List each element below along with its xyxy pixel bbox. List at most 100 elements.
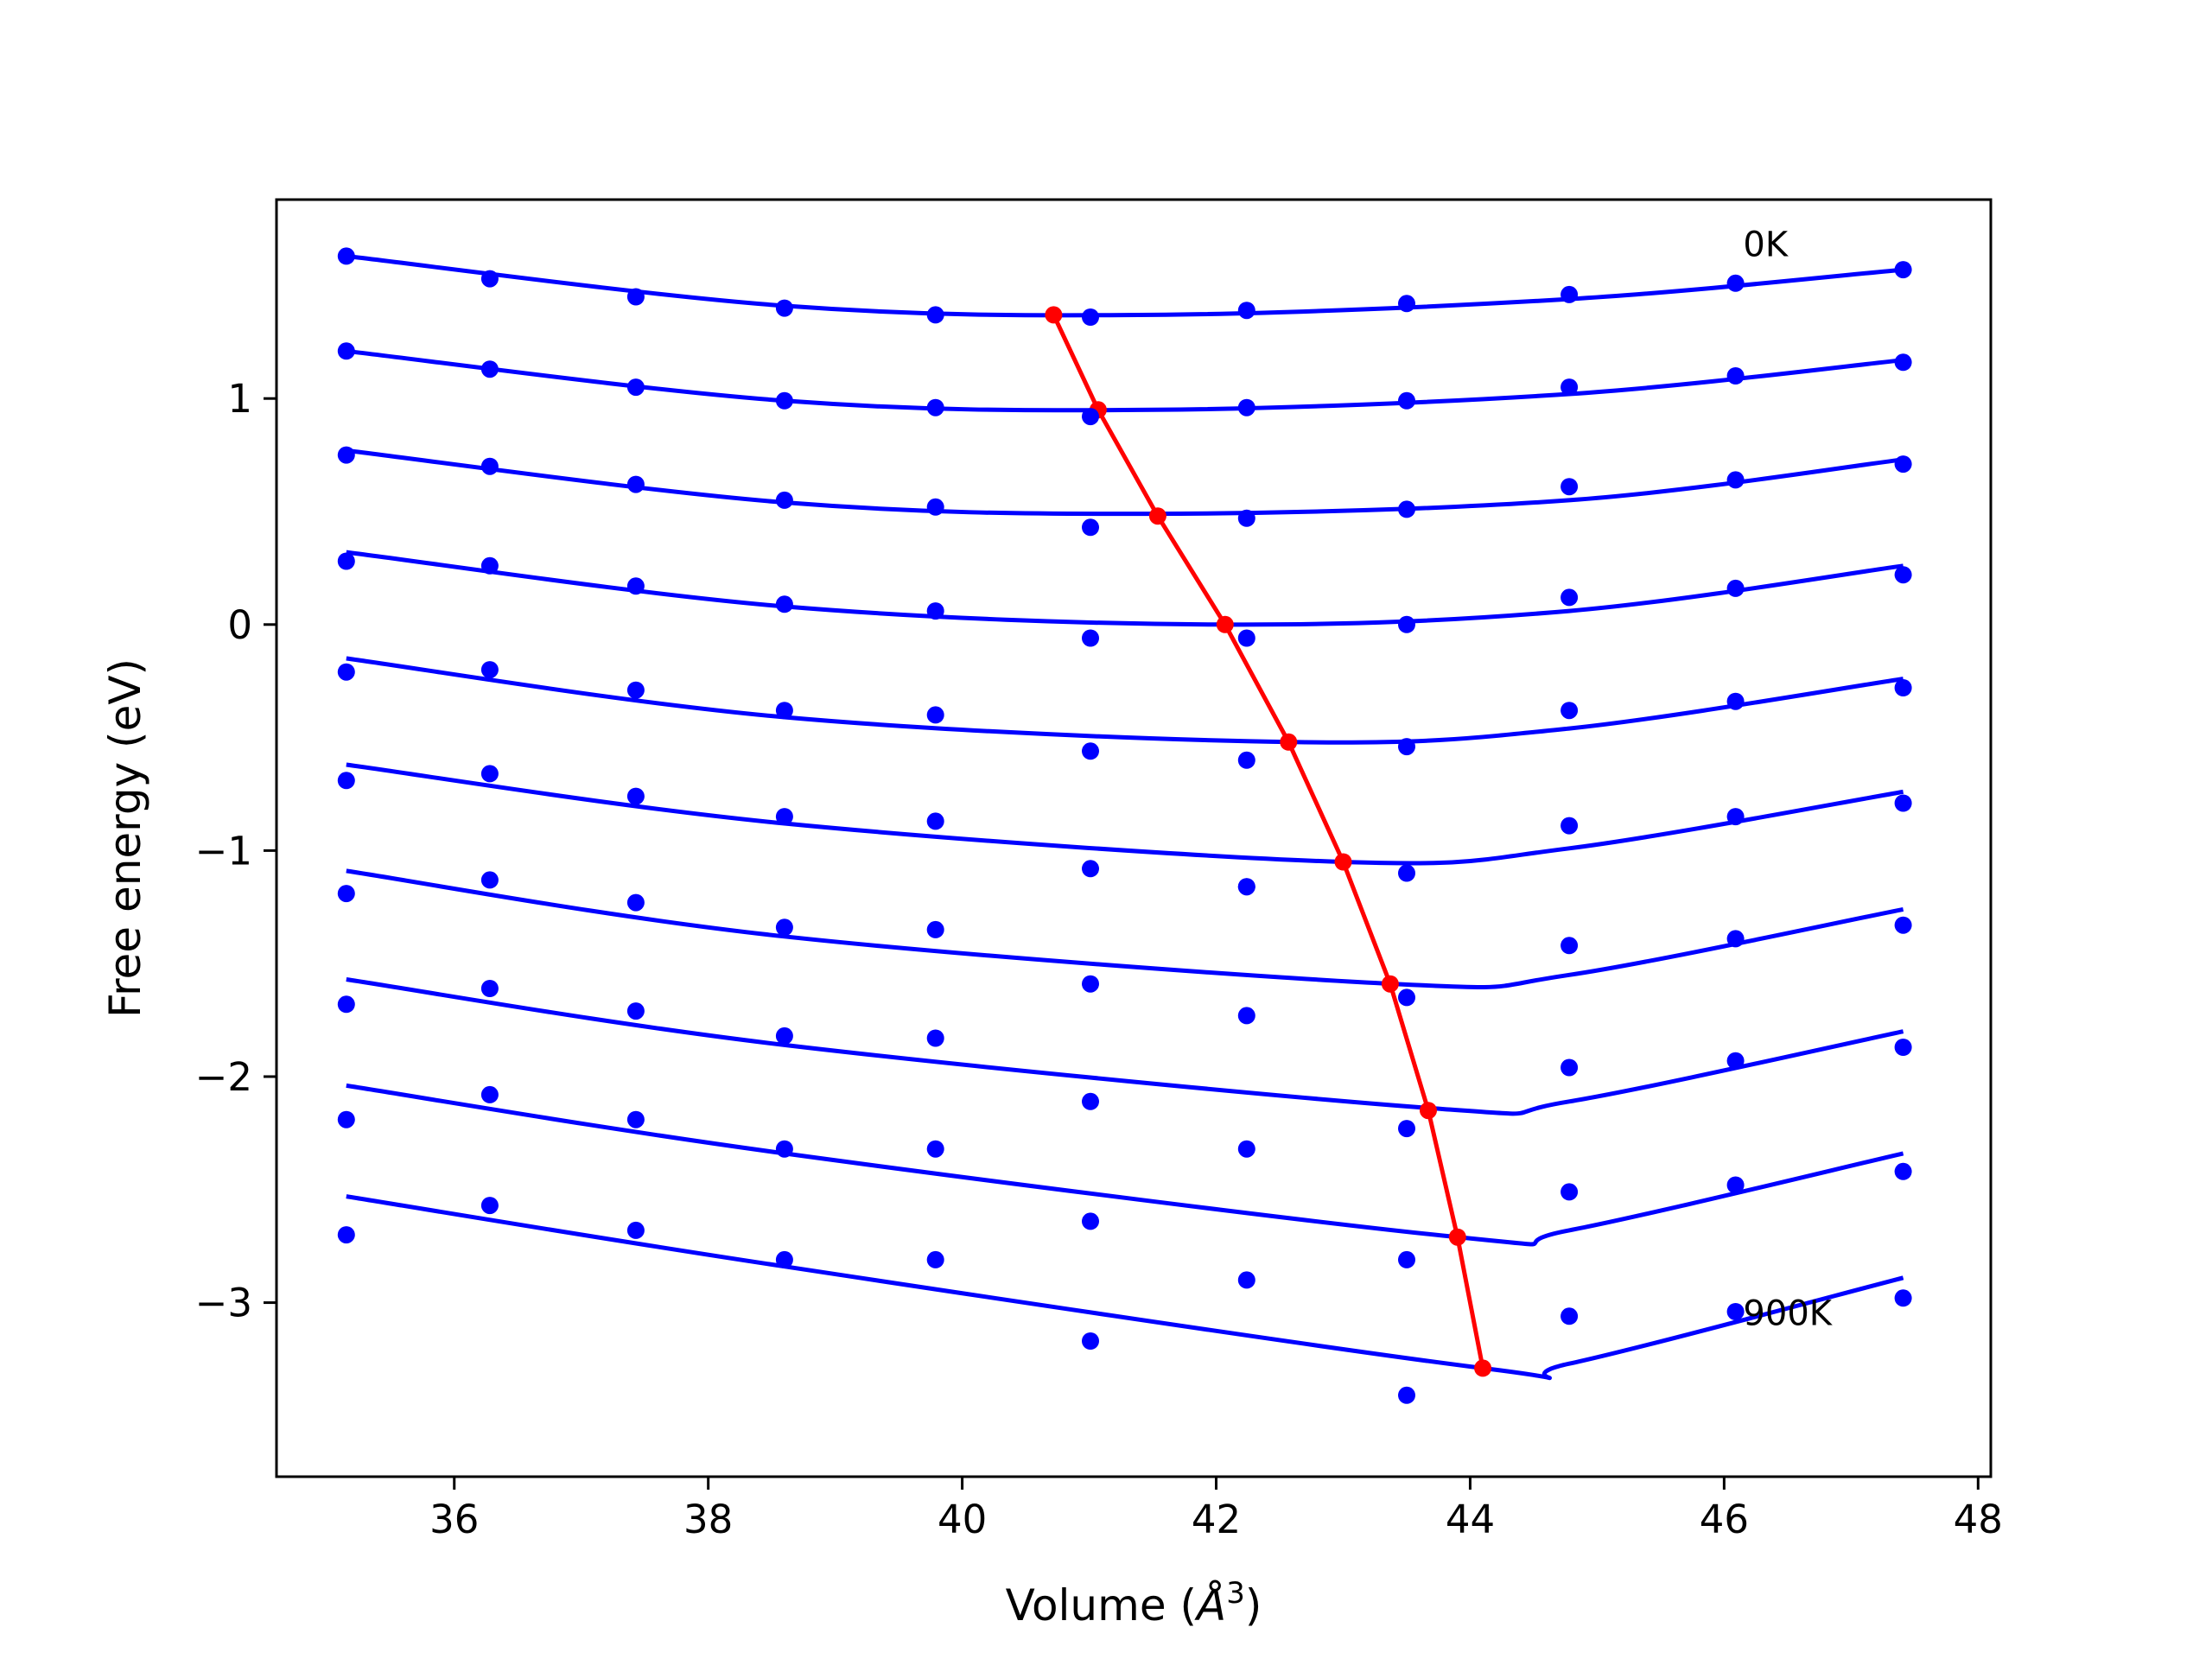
- data-point-200K-8: [1560, 478, 1579, 496]
- data-point-100K-0: [337, 342, 355, 360]
- data-point-400K-0: [337, 663, 355, 681]
- data-point-100K-7: [1398, 391, 1415, 410]
- data-point-600K-0: [337, 885, 355, 903]
- data-point-300K-3: [775, 595, 793, 613]
- data-point-300K-8: [1560, 588, 1579, 607]
- data-point-0K-3: [775, 299, 793, 317]
- y-axis-ticks: −3 −2 −1 0 1: [195, 376, 276, 1326]
- data-point-300K-9: [1726, 579, 1745, 597]
- data-point-800K-10: [1894, 1162, 1912, 1180]
- data-point-900K-6: [1237, 1271, 1255, 1289]
- y-tick-label-0: 0: [227, 602, 252, 648]
- data-point-900K-1: [480, 1197, 499, 1215]
- data-point-400K-6: [1237, 751, 1255, 769]
- fit-line-100K: [346, 348, 1904, 413]
- data-point-800K-7: [1398, 1250, 1415, 1268]
- data-point-700K-5: [1082, 1092, 1099, 1110]
- x-axis-unit: Å: [1194, 1580, 1226, 1630]
- data-point-400K-7: [1398, 738, 1415, 756]
- data-point-800K-5: [1082, 1212, 1099, 1230]
- data-point-500K-8: [1560, 817, 1579, 835]
- data-point-200K-6: [1237, 509, 1255, 527]
- data-point-900K-5: [1082, 1332, 1099, 1350]
- data-point-900K-9: [1726, 1303, 1745, 1320]
- equilibrium-point-4: [1280, 733, 1298, 751]
- equilibrium-curve: [1045, 306, 1492, 1377]
- data-point-0K-6: [1237, 302, 1255, 320]
- data-point-700K-0: [337, 995, 355, 1014]
- data-point-900K-3: [775, 1250, 793, 1268]
- annotation-0k: 0K: [1743, 225, 1789, 264]
- data-point-900K-8: [1560, 1307, 1579, 1325]
- fit-line-400K: [346, 656, 1904, 745]
- data-point-800K-2: [626, 1110, 645, 1128]
- x-axis-ticks: 36 38 40 42 44 46 48: [429, 1477, 2003, 1542]
- fit-line-600K: [346, 868, 1904, 989]
- data-point-700K-9: [1726, 1052, 1745, 1070]
- data-point-700K-1: [480, 980, 499, 997]
- data-point-500K-1: [480, 765, 499, 783]
- fit-line-800K: [346, 1083, 1904, 1247]
- data-point-0K-0: [337, 247, 355, 265]
- data-point-600K-9: [1726, 930, 1745, 948]
- data-point-900K-4: [926, 1250, 944, 1268]
- equilibrium-point-5: [1334, 853, 1352, 871]
- data-point-500K-3: [775, 808, 793, 826]
- data-point-100K-3: [775, 391, 793, 410]
- x-axis-unit-exponent: 3: [1226, 1576, 1245, 1611]
- fit-curves: [346, 253, 1904, 1381]
- data-points: [337, 247, 1912, 1404]
- equilibrium-point-7: [1420, 1102, 1437, 1120]
- data-point-200K-2: [626, 475, 645, 493]
- data-point-100K-4: [926, 398, 944, 416]
- data-point-300K-1: [480, 556, 499, 575]
- data-point-700K-3: [775, 1027, 793, 1045]
- data-point-400K-3: [775, 702, 793, 720]
- data-point-300K-0: [337, 552, 355, 570]
- data-point-100K-6: [1237, 398, 1255, 416]
- data-point-900K-10: [1894, 1289, 1912, 1307]
- data-point-600K-10: [1894, 916, 1912, 934]
- data-point-400K-9: [1726, 692, 1745, 710]
- data-point-0K-1: [480, 270, 499, 288]
- data-point-400K-2: [626, 681, 645, 699]
- data-point-300K-10: [1894, 566, 1912, 584]
- data-point-100K-2: [626, 378, 645, 397]
- data-point-600K-2: [626, 893, 645, 912]
- data-point-200K-0: [337, 446, 355, 464]
- data-point-700K-6: [1237, 1007, 1255, 1025]
- data-point-100K-9: [1726, 367, 1745, 385]
- data-point-700K-7: [1398, 1120, 1415, 1138]
- data-point-0K-7: [1398, 295, 1415, 313]
- data-point-600K-4: [926, 920, 944, 938]
- data-point-600K-7: [1398, 988, 1415, 1007]
- data-point-400K-4: [926, 706, 944, 724]
- data-point-800K-4: [926, 1140, 944, 1158]
- data-point-300K-2: [626, 577, 645, 595]
- data-point-800K-1: [480, 1085, 499, 1103]
- data-point-100K-1: [480, 360, 499, 378]
- data-point-800K-8: [1560, 1183, 1579, 1201]
- data-point-600K-6: [1237, 878, 1255, 896]
- fit-line-700K: [346, 977, 1904, 1116]
- x-axis-title: Volume (Å3): [1006, 1576, 1262, 1630]
- data-point-500K-0: [337, 772, 355, 790]
- data-point-200K-3: [775, 491, 793, 509]
- fit-line-900K: [346, 1194, 1904, 1381]
- equilibrium-point-0: [1045, 306, 1063, 324]
- equilibrium-point-9: [1474, 1359, 1492, 1377]
- data-point-0K-8: [1560, 285, 1579, 303]
- data-point-800K-0: [337, 1110, 355, 1128]
- data-point-200K-5: [1082, 518, 1099, 537]
- data-point-100K-10: [1894, 353, 1912, 372]
- y-tick-label--1: −1: [195, 828, 252, 874]
- equilibrium-point-2: [1148, 507, 1166, 525]
- data-point-0K-9: [1726, 274, 1745, 292]
- data-point-400K-1: [480, 661, 499, 679]
- x-tick-label-40: 40: [938, 1497, 987, 1542]
- x-tick-label-48: 48: [1954, 1497, 2003, 1542]
- y-tick-label--3: −3: [195, 1281, 252, 1326]
- data-point-400K-10: [1894, 679, 1912, 696]
- y-axis-title: Free energy (eV): [100, 658, 150, 1018]
- annotation-900k: 900K: [1743, 1294, 1833, 1334]
